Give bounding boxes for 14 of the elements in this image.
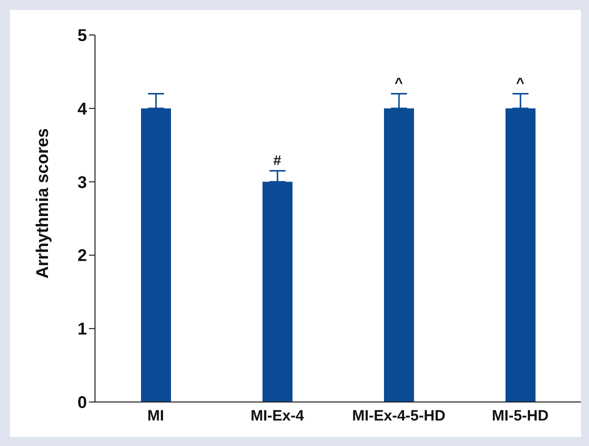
y-tick-label: 0 xyxy=(78,393,87,412)
annotation: ^ xyxy=(394,74,403,91)
y-tick-label: 3 xyxy=(78,172,87,192)
annotation: ^ xyxy=(516,74,524,91)
x-tick-label: MI-Ex-4 xyxy=(250,408,305,425)
y-tick-label: 4 xyxy=(78,99,88,118)
y-axis-title: Arrhythmia scores xyxy=(33,128,52,278)
x-tick-label: MI xyxy=(147,408,164,425)
x-tick-label: MI-Ex-4-5-HD xyxy=(352,408,446,425)
y-tick-label: 1 xyxy=(78,320,87,339)
x-tick-label: MI-5-HD xyxy=(492,408,549,425)
y-tick-label: 5 xyxy=(78,26,87,46)
annotation: # xyxy=(273,152,282,168)
y-tick-label: 2 xyxy=(78,246,87,266)
